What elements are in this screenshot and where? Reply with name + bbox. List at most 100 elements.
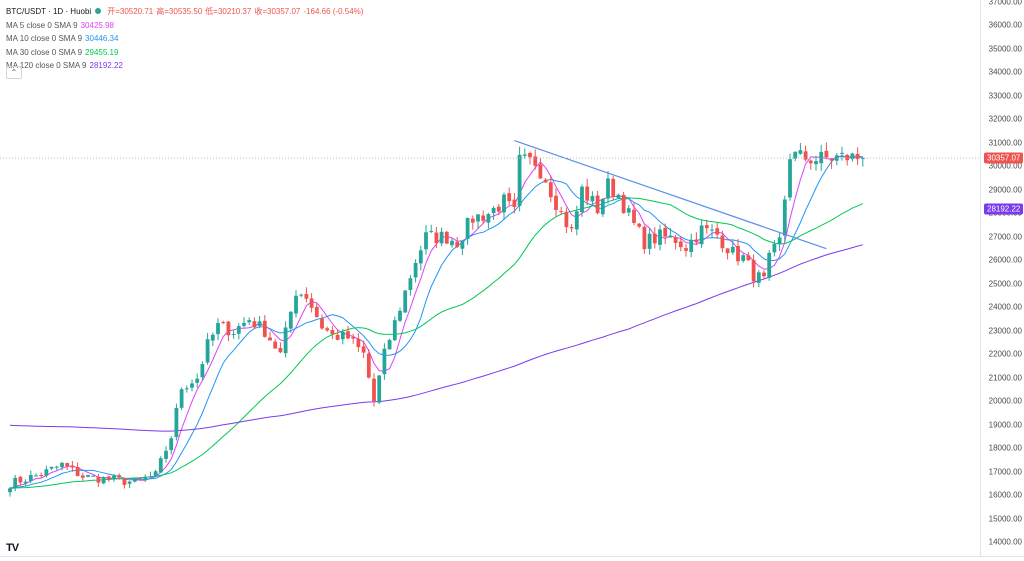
ma-line-120: [9, 244, 863, 432]
candle-body: [444, 231, 449, 244]
indicator-value: 28192.22: [89, 61, 123, 70]
candle-body: [465, 217, 470, 240]
candle-body: [236, 326, 241, 334]
candle-body: [834, 155, 839, 161]
candle-body: [767, 252, 772, 278]
candle-body: [325, 328, 330, 331]
candle-body: [65, 463, 70, 467]
candle-body: [585, 186, 590, 201]
candle-body: [127, 481, 132, 484]
candle-body: [460, 240, 465, 249]
candle-body: [439, 231, 444, 244]
candle-body: [112, 475, 116, 479]
candle-body: [777, 237, 782, 245]
legend: BTC/USDT · 1D · Huobi 开=30520.71 高=30535.5…: [6, 5, 366, 73]
candle-body: [512, 199, 517, 207]
candle-body: [845, 154, 850, 161]
tradingview-logo-icon[interactable]: TV: [6, 542, 19, 554]
candle-body: [346, 331, 350, 339]
candle-body: [850, 153, 855, 160]
price-tick-label: 37000.00: [988, 0, 1022, 7]
candle-body: [611, 178, 616, 197]
candle-body: [340, 331, 345, 340]
candle-body: [730, 246, 735, 253]
price-tick-label: 26000.00: [988, 255, 1022, 265]
indicator-value: 29455.19: [85, 47, 119, 57]
candle-body: [741, 255, 746, 261]
candle-body: [377, 375, 382, 403]
candle-body: [788, 159, 792, 198]
collapse-legend-button[interactable]: ⌃: [6, 66, 22, 79]
ma120-price-badge: 28192.22: [984, 203, 1024, 215]
candle-body: [486, 214, 491, 223]
candle-body: [569, 227, 574, 229]
candle-body: [403, 290, 408, 313]
candle-body: [39, 474, 44, 476]
candle-body: [528, 152, 532, 158]
close-value: 收=30357.07: [254, 7, 301, 16]
price-tick-label: 19000.00: [988, 420, 1022, 430]
candle-body: [335, 334, 340, 340]
candle-body: [200, 364, 205, 378]
candle-body: [642, 226, 647, 250]
candle-body: [247, 320, 252, 323]
candle-body: [49, 466, 54, 469]
symbol-row: BTC/USDT · 1D · Huobi 开=30520.71 高=30535.5…: [6, 5, 366, 19]
candle-body: [481, 215, 486, 221]
candle-body: [819, 152, 824, 164]
candle-body: [533, 156, 538, 166]
candle-body: [725, 248, 730, 254]
candle-body: [96, 476, 101, 483]
candle-body: [320, 318, 324, 329]
candle-body: [647, 233, 652, 249]
market-status-icon: [95, 8, 102, 14]
candle-body: [720, 235, 725, 249]
chevron-up-icon: ⌃: [10, 68, 18, 77]
candle-body: [600, 199, 605, 215]
candle-body: [418, 250, 423, 264]
candle-body: [387, 340, 392, 350]
candle-body: [70, 465, 75, 468]
candle-body: [351, 337, 356, 339]
indicator-label: MA 5 close 0 SMA 9: [6, 20, 78, 30]
candle-body: [252, 321, 257, 328]
candlestick-chart[interactable]: [0, 0, 980, 556]
candle-body: [205, 339, 210, 363]
price-tick-label: 16000.00: [988, 490, 1022, 500]
indicator-ma10[interactable]: MA 10 close 0 SMA 9 30446.34: [6, 32, 366, 46]
indicator-label: MA 10 close 0 SMA 9: [6, 34, 83, 43]
candle-body: [652, 233, 657, 244]
candle-body: [496, 206, 501, 212]
candle-body: [470, 218, 475, 223]
candle-body: [169, 438, 174, 451]
candle-body: [855, 153, 860, 160]
price-axis[interactable]: 14000.00 15000.00 16000.00 17000.00 18000.00…: [980, 0, 1024, 556]
candle-body: [699, 225, 704, 245]
indicator-ma5[interactable]: MA 5 close 0 SMA 9 30425.98: [6, 19, 366, 33]
candle-body: [543, 179, 548, 183]
candle-body: [273, 341, 278, 349]
candle-body: [242, 322, 246, 326]
indicator-ma120[interactable]: MA 120 close 0 SMA 9 28192.22: [6, 59, 366, 73]
candle-body: [195, 378, 200, 383]
price-tick-label: 22000.00: [988, 349, 1022, 359]
candle-body: [673, 237, 678, 243]
candle-body: [606, 178, 610, 199]
candle-body: [294, 295, 298, 314]
price-tick-label: 35000.00: [988, 44, 1022, 54]
symbol-title[interactable]: BTC/USDT · 1D · Huobi: [6, 7, 92, 16]
price-tick-label: 20000.00: [988, 396, 1022, 406]
candle-body: [564, 211, 569, 228]
candle-body: [288, 311, 293, 329]
candle-body: [408, 278, 413, 290]
candle-body: [54, 466, 59, 468]
candle-body: [502, 194, 506, 213]
last-price-badge: 30357.07: [984, 152, 1024, 164]
candle-body: [179, 389, 184, 408]
indicator-ma30[interactable]: MA 30 close 0 SMA 9 29455.19: [6, 46, 366, 60]
candle-body: [413, 262, 418, 278]
candle-body: [309, 298, 314, 308]
candle-body: [840, 152, 844, 154]
candle-body: [278, 347, 283, 353]
chart-area[interactable]: [0, 0, 980, 556]
